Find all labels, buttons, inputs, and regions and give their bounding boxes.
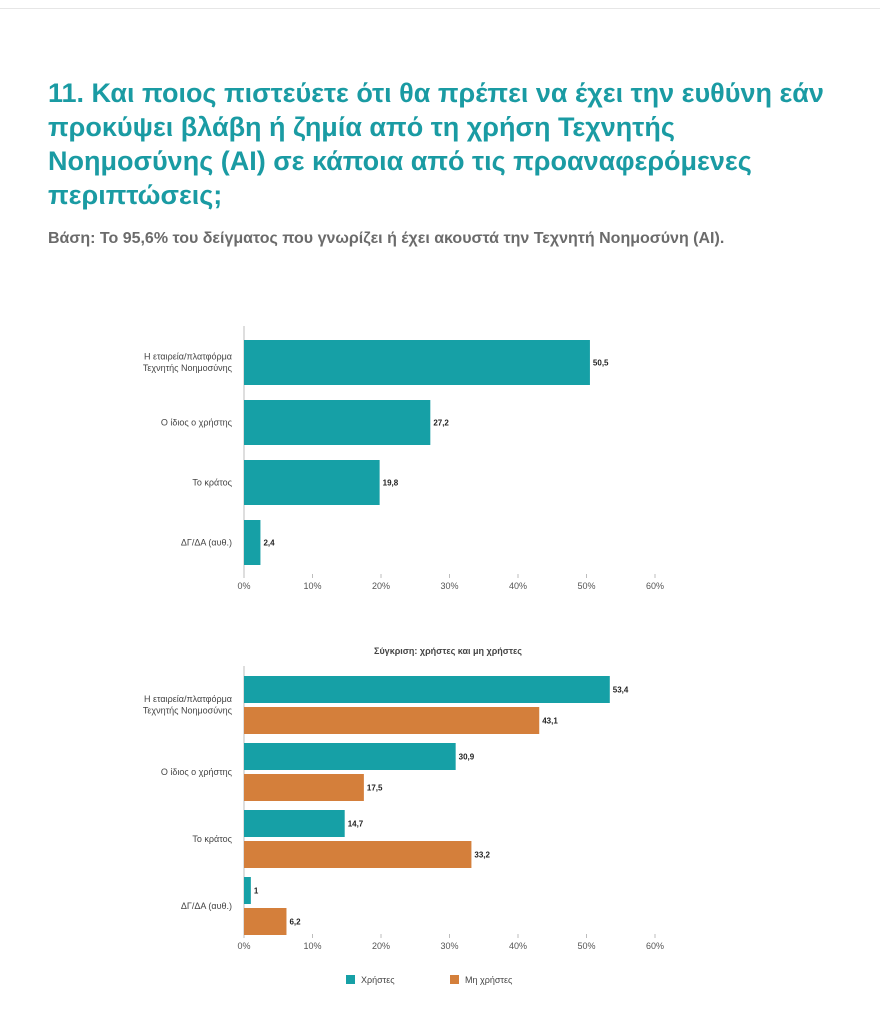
bar [244, 841, 472, 868]
data-label: 33,2 [474, 851, 490, 860]
legend-label: Μη χρήστες [465, 975, 513, 985]
category-label: Η εταιρεία/πλατφόρμα [144, 352, 232, 362]
bar [244, 460, 380, 505]
bar [244, 877, 251, 904]
category-label: Η εταιρεία/πλατφόρμα [144, 694, 232, 704]
data-label: 2,4 [263, 539, 275, 548]
bar [244, 676, 610, 703]
x-tick-label: 0% [237, 941, 250, 951]
legend-swatch [346, 975, 355, 984]
x-tick-label: 10% [303, 581, 321, 591]
category-label: Το κράτος [192, 478, 232, 488]
data-label: 6,2 [289, 918, 301, 927]
x-tick-label: 30% [440, 581, 458, 591]
chart-overall: 0% 10% 20% 30% 40% 50% 60% Η εταιρεία/πλατφόρμα… [143, 326, 664, 591]
bar [244, 520, 261, 565]
x-tick-label: 20% [372, 941, 390, 951]
x-tick-label: 40% [509, 941, 527, 951]
page-subtitle: Βάση: Το 95,6% του δείγματος που γνωρίζε… [48, 230, 725, 247]
data-label: 19,8 [383, 479, 399, 488]
category-label: Το κράτος [192, 834, 232, 844]
bar [244, 810, 345, 837]
category-label: Τεχνητής Νοημοσύνης [143, 706, 233, 716]
x-tick-label: 10% [303, 941, 321, 951]
page-title: 11. Και ποιος πιστεύετε ότι θα πρέπει να… [48, 78, 824, 210]
category-label: Ο ίδιος ο χρήστης [161, 418, 233, 428]
x-tick-label: 40% [509, 581, 527, 591]
x-tick-label: 0% [237, 581, 250, 591]
legend-label: Χρήστες [361, 975, 395, 985]
data-label: 17,5 [367, 784, 383, 793]
data-label: 14,7 [348, 820, 364, 829]
data-label: 27,2 [433, 419, 449, 428]
category-label: ΔΓ/ΔΑ (αυθ.) [181, 901, 232, 911]
bar [244, 707, 540, 734]
data-label: 30,9 [459, 753, 475, 762]
x-tick-label: 60% [646, 941, 664, 951]
x-tick-label: 60% [646, 581, 664, 591]
category-label: ΔΓ/ΔΑ (αυθ.) [181, 538, 232, 548]
chart-title: Σύγκριση: χρήστες και μη χρήστες [374, 646, 522, 656]
bar [244, 400, 431, 445]
category-label: Τεχνητής Νοημοσύνης [143, 363, 233, 373]
bar [244, 743, 456, 770]
x-tick-label: 50% [577, 581, 595, 591]
data-label: 53,4 [613, 686, 629, 695]
bar [244, 908, 287, 935]
x-tick-label: 50% [577, 941, 595, 951]
bar [244, 774, 364, 801]
legend-swatch [450, 975, 459, 984]
data-label: 50,5 [593, 359, 609, 368]
data-label: 1 [254, 887, 259, 896]
category-label: Ο ίδιος ο χρήστης [161, 767, 233, 777]
top-divider [0, 8, 880, 9]
bar [244, 340, 590, 385]
chart-comparison: 0% 10% 20% 30% 40% 50% 60% Σύγκριση: χρήστες κα… [143, 646, 664, 985]
x-tick-label: 20% [372, 581, 390, 591]
data-label: 43,1 [542, 717, 558, 726]
x-tick-label: 30% [440, 941, 458, 951]
